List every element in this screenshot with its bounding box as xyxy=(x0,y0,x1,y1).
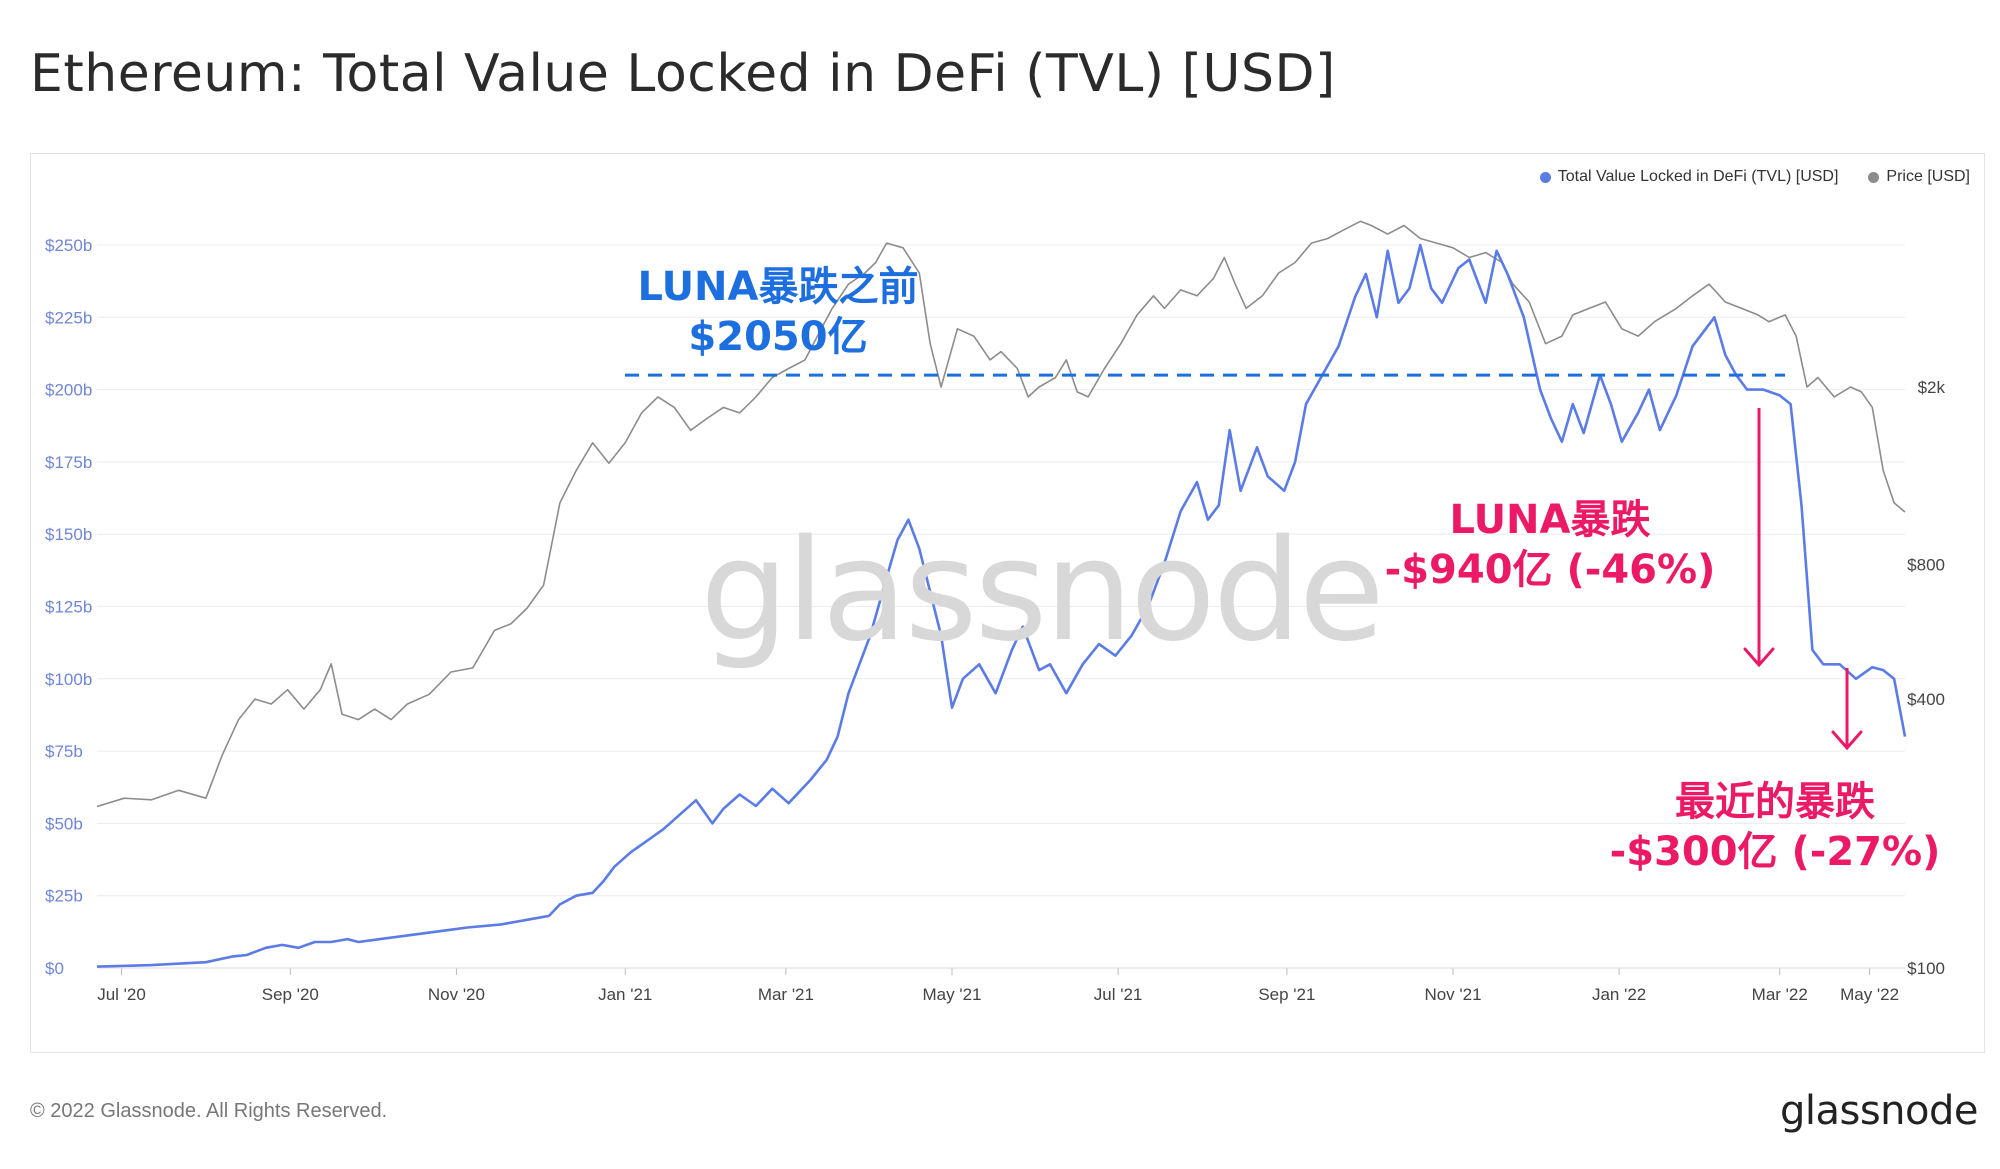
x-tick-label: Jan '22 xyxy=(1592,985,1646,1004)
copyright-footer: © 2022 Glassnode. All Rights Reserved. xyxy=(30,1100,388,1122)
legend-item-price[interactable]: Price [USD] xyxy=(1868,168,1970,186)
x-tick-label: Jul '21 xyxy=(1094,985,1143,1004)
legend-dot-price-icon xyxy=(1868,171,1880,183)
annotation-recent-line2: -$300亿 (-27%) xyxy=(1609,829,1941,875)
page-title: Ethereum: Total Value Locked in DeFi (TV… xyxy=(30,44,1336,104)
legend-label-tvl: Total Value Locked in DeFi (TVL) [USD] xyxy=(1557,168,1839,185)
y-left-tick-label: $150b xyxy=(45,525,92,544)
y-right-tick-label: $800 xyxy=(1907,556,1945,575)
annotation-recent-crash: 最近的暴跌 -$300亿 (-27%) xyxy=(1600,777,1950,877)
x-tick-label: Jul '20 xyxy=(97,985,146,1004)
y-left-tick-label: $50b xyxy=(45,814,83,833)
luna-crash-arrow-head xyxy=(1743,647,1775,668)
y-left-tick-label: $225b xyxy=(45,308,92,327)
brand-logo: glassnode xyxy=(1779,1088,1979,1134)
y-right-tick-label: $2k xyxy=(1918,378,1946,397)
annotation-luna-line2: -$940亿 (-46%) xyxy=(1384,547,1716,593)
annotation-before-line1: LUNA暴跌之前 xyxy=(637,264,919,310)
annotation-luna-crash: LUNA暴跌 -$940亿 (-46%) xyxy=(1360,495,1740,595)
tvl-series-line xyxy=(96,243,1907,968)
y-right-tick-label: $100 xyxy=(1907,959,1945,978)
annotation-recent-line1: 最近的暴跌 xyxy=(1675,779,1875,825)
y-left-tick-label: $125b xyxy=(45,598,92,617)
y-right-tick-label: $400 xyxy=(1907,690,1945,709)
legend-dot-tvl-icon xyxy=(1539,171,1551,183)
x-tick-label: Mar '22 xyxy=(1752,985,1808,1004)
y-left-tick-label: $175b xyxy=(45,453,92,472)
y-left-tick-label: $25b xyxy=(45,887,83,906)
y-left-tick-label: $250b xyxy=(45,236,92,255)
legend-item-tvl[interactable]: Total Value Locked in DeFi (TVL) [USD] xyxy=(1539,168,1839,186)
x-tick-label: May '22 xyxy=(1840,985,1899,1004)
chart-legend: Total Value Locked in DeFi (TVL) [USD] P… xyxy=(1539,168,1970,186)
watermark-text: glassnode xyxy=(700,510,1385,673)
y-left-tick-label: $75b xyxy=(45,742,83,761)
annotation-before-crash: LUNA暴跌之前 $2050亿 xyxy=(618,262,938,362)
x-tick-label: Sep '21 xyxy=(1258,985,1315,1004)
recent-crash-arrow-head xyxy=(1831,730,1863,751)
y-left-tick-label: $100b xyxy=(45,670,92,689)
x-tick-label: Nov '20 xyxy=(428,985,485,1004)
x-tick-label: Sep '20 xyxy=(262,985,319,1004)
price-series-line xyxy=(96,220,1906,808)
y-left-tick-label: $200b xyxy=(45,381,92,400)
annotation-before-line2: $2050亿 xyxy=(688,314,868,360)
x-tick-label: Mar '21 xyxy=(758,985,814,1004)
x-tick-label: May '21 xyxy=(922,985,981,1004)
chart-panel xyxy=(30,153,1985,1053)
y-left-tick-label: $0 xyxy=(45,959,64,978)
x-tick-label: Jan '21 xyxy=(598,985,652,1004)
x-tick-label: Nov '21 xyxy=(1424,985,1481,1004)
legend-label-price: Price [USD] xyxy=(1886,168,1970,185)
annotation-luna-line1: LUNA暴跌 xyxy=(1449,497,1651,543)
